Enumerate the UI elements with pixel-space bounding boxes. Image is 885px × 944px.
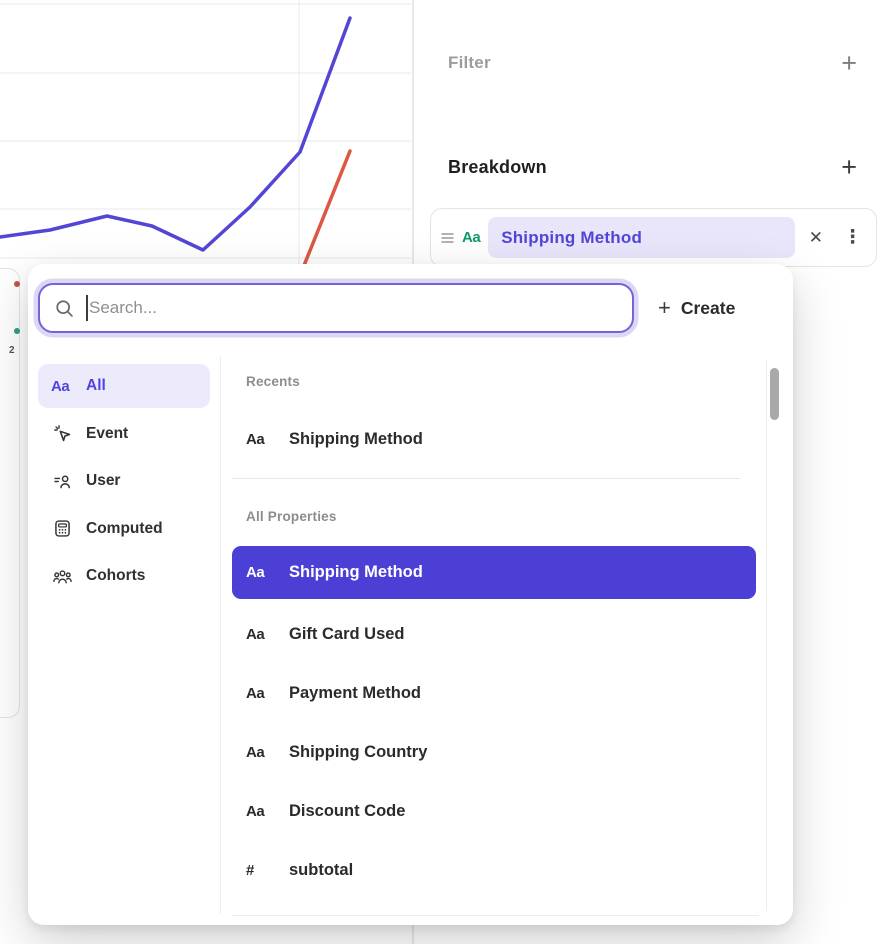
numeric-property-icon: # bbox=[246, 862, 254, 879]
series-dot-red bbox=[14, 281, 20, 287]
list-scrollbar[interactable] bbox=[766, 360, 781, 911]
text-property-icon: Aa bbox=[246, 626, 265, 643]
nav-item-user[interactable]: User bbox=[38, 459, 210, 503]
text-property-icon: Aa bbox=[246, 430, 265, 448]
add-filter-icon[interactable]: + bbox=[841, 47, 857, 78]
event-icon bbox=[51, 423, 73, 445]
create-plus-icon: + bbox=[658, 295, 671, 320]
nav-item-all[interactable]: Aa All bbox=[38, 364, 210, 408]
section-header-all-properties: All Properties bbox=[246, 509, 337, 524]
list-item-payment-method[interactable]: Aa Payment Method bbox=[246, 684, 422, 702]
nav-item-computed[interactable]: Computed bbox=[38, 507, 210, 551]
nav-list-divider bbox=[220, 356, 221, 914]
chart-line-red bbox=[301, 149, 352, 270]
list-bottom-border bbox=[232, 915, 759, 916]
list-item-discount-code[interactable]: Aa Discount Code bbox=[246, 802, 406, 820]
drag-handle-icon[interactable] bbox=[441, 232, 454, 244]
legend-card-edge: 2 bbox=[0, 268, 20, 718]
property-list: Recents Aa Shipping Method All Propertie… bbox=[232, 364, 756, 900]
list-item-subtotal[interactable]: # subtotal bbox=[246, 861, 354, 879]
list-item-shipping-method[interactable]: Aa Shipping Method bbox=[232, 546, 756, 599]
text-cursor bbox=[86, 295, 88, 321]
add-breakdown-icon[interactable]: + bbox=[841, 151, 857, 182]
search-field[interactable] bbox=[38, 283, 634, 333]
scrollbar-thumb[interactable] bbox=[769, 368, 779, 420]
chart-gridlines bbox=[0, 0, 411, 268]
remove-breakdown-icon[interactable]: ✕ bbox=[808, 227, 823, 247]
legend-count: 2 bbox=[9, 345, 15, 356]
chart-line-purple bbox=[0, 16, 352, 252]
search-icon bbox=[56, 299, 73, 317]
filter-section-label: Filter bbox=[448, 53, 491, 72]
list-item-gift-card-used[interactable]: Aa Gift Card Used bbox=[246, 625, 405, 643]
list-section-divider bbox=[232, 478, 740, 479]
text-property-icon: Aa bbox=[51, 377, 70, 395]
nav-item-cohorts[interactable]: Cohorts bbox=[38, 554, 210, 598]
text-property-icon: Aa bbox=[246, 803, 265, 820]
breakdown-section-label: Breakdown bbox=[448, 156, 547, 177]
search-input[interactable] bbox=[89, 298, 618, 318]
series-dot-teal bbox=[14, 328, 20, 334]
text-property-icon: Aa bbox=[246, 685, 265, 702]
section-header-recents: Recents bbox=[246, 374, 300, 389]
create-button[interactable]: + Create bbox=[658, 295, 736, 320]
breakdown-options-icon[interactable]: ⋮ bbox=[843, 227, 862, 248]
property-type-nav: Aa All Event bbox=[38, 364, 210, 598]
user-icon bbox=[51, 470, 73, 492]
line-chart bbox=[0, 0, 411, 270]
text-property-icon: Aa bbox=[246, 564, 265, 581]
computed-icon bbox=[51, 518, 73, 540]
list-item-recent-shipping-method[interactable]: Aa Shipping Method bbox=[246, 429, 423, 448]
cohorts-icon bbox=[51, 565, 73, 587]
breakdown-chip[interactable]: Shipping Method bbox=[488, 217, 795, 258]
nav-item-event[interactable]: Event bbox=[38, 412, 210, 456]
text-property-icon: Aa bbox=[246, 744, 265, 761]
property-picker-popover: + Create Aa All Event bbox=[28, 264, 793, 925]
text-property-type-icon: Aa bbox=[462, 229, 481, 246]
list-item-shipping-country[interactable]: Aa Shipping Country bbox=[246, 743, 428, 761]
breakdown-item: Aa Shipping Method ✕ ⋮ bbox=[430, 208, 877, 267]
